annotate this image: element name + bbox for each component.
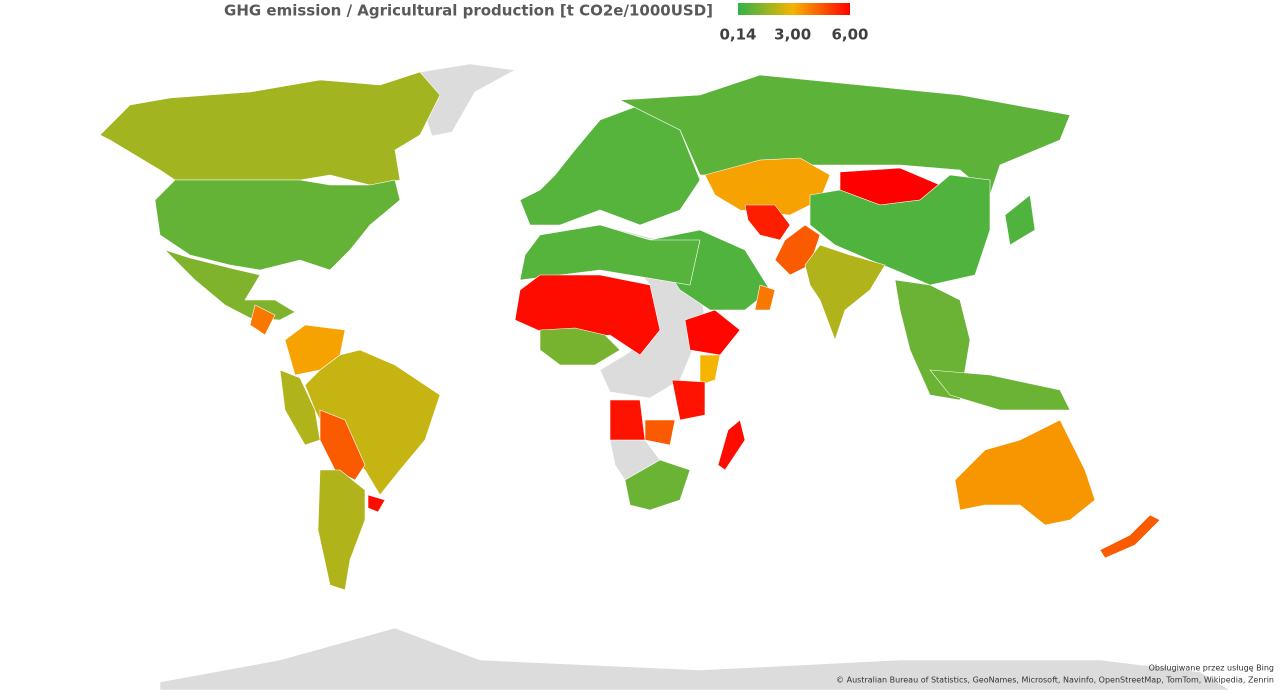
country-region [684,309,741,356]
regions [99,71,1161,591]
color-scale [738,3,850,15]
country-region [717,419,746,471]
country-region [754,284,776,311]
country-region [1099,514,1161,559]
country-region [1004,194,1036,246]
map-title: GHG emission / Agricultural production [… [224,2,713,20]
country-region [644,419,676,446]
country-region [319,409,366,481]
country-region [164,249,296,321]
country-region [671,379,706,421]
country-region [367,494,386,513]
country-region [954,419,1096,526]
country-region [539,327,621,366]
country-region [317,469,366,591]
attribution: © Australian Bureau of Statistics, GeoNa… [836,676,1274,685]
country-region [154,179,401,271]
country-region [99,71,441,186]
country-region [894,279,971,401]
country-region [929,369,1071,411]
scale-tick-label: 6,00 [831,26,868,44]
no-data-area [159,627,1232,691]
country-region [519,224,701,286]
country-region [744,204,791,241]
attribution: Obsługiwane przez usługę Bing [1149,664,1274,673]
scale-tick-label: 3,00 [774,26,811,44]
scale-tick-label: 0,14 [719,26,756,44]
country-region [804,244,886,341]
country-region [624,459,691,511]
country-region [809,174,991,286]
country-region [249,304,276,336]
country-region [519,104,701,226]
country-region [699,354,721,386]
country-region [609,399,646,441]
